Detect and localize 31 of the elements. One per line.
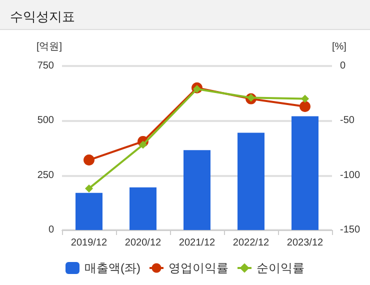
y2-tick-label: -100 [340, 170, 360, 181]
legend-label: 매출액(좌) [84, 261, 141, 275]
y-tick-label: 250 [37, 170, 54, 181]
x-tick-label: 2022/12 [232, 238, 270, 248]
bar [184, 150, 210, 230]
y-tick-label: 500 [37, 115, 54, 126]
point [193, 84, 201, 93]
legend-label: 순이익률 [256, 261, 304, 275]
y2-tick-label: -50 [340, 115, 355, 126]
point [300, 100, 310, 112]
y-axis-title: [억원] [36, 42, 62, 52]
point [139, 140, 147, 149]
x-tick-label: 2023/12 [286, 238, 324, 248]
bar [238, 132, 264, 230]
chart-title: 수익성지표 [0, 0, 370, 30]
y-tick-label: 0 [48, 224, 54, 236]
x-tick-label: 2019/12 [70, 238, 108, 248]
point [247, 94, 255, 102]
point [84, 154, 94, 166]
y-tick-label: 750 [37, 60, 54, 72]
y2-tick-label: -150 [340, 224, 360, 236]
point [301, 94, 309, 103]
bar [130, 187, 156, 230]
x-tick-label: 2021/12 [178, 238, 216, 248]
bar [76, 192, 102, 230]
y2-tick-label: 0 [340, 60, 346, 72]
point [85, 184, 93, 192]
legend-label: 영업이익률 [168, 261, 228, 275]
x-tick-label: 2020/12 [124, 238, 162, 248]
y2-axis-title: [%] [332, 42, 347, 52]
bar [292, 116, 318, 230]
